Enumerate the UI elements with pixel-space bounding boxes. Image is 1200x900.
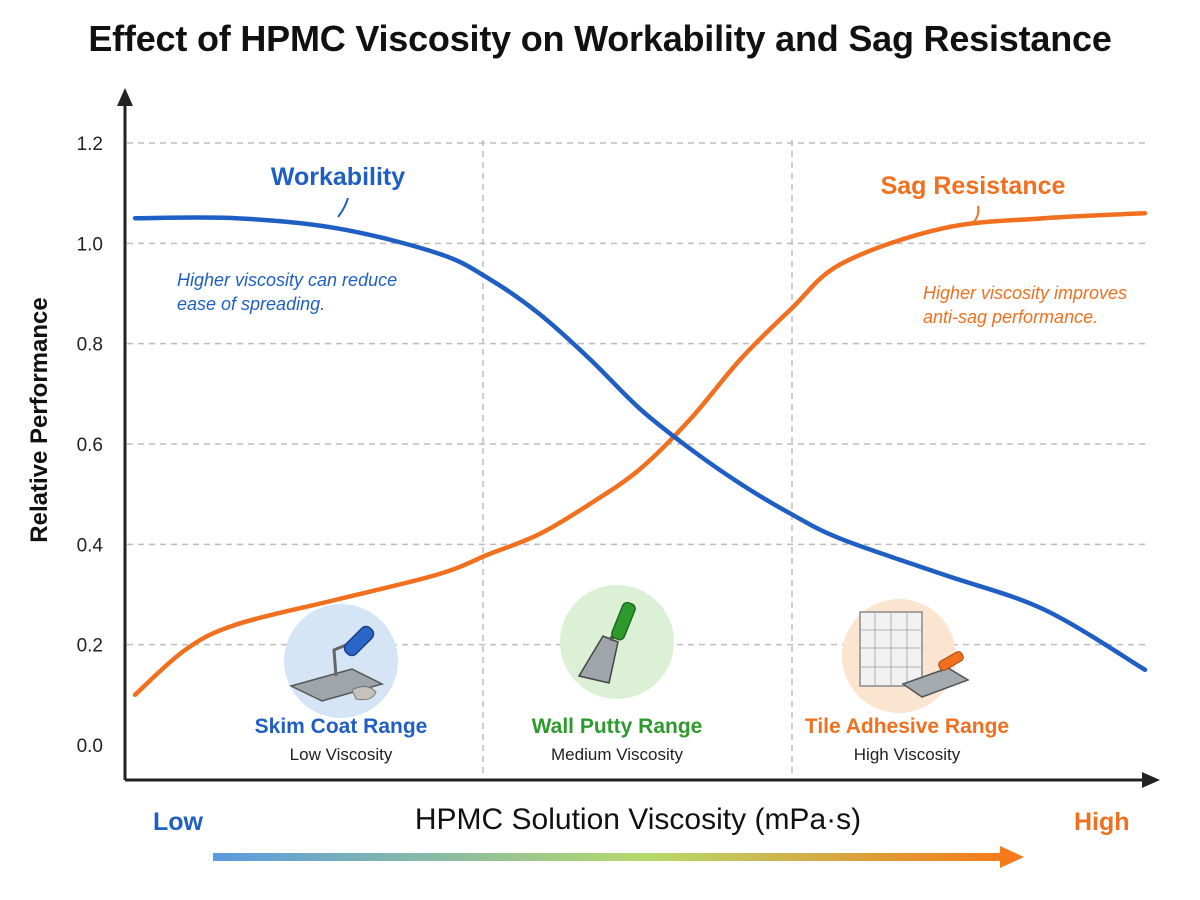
y-tick-label: 0.0 — [77, 736, 103, 757]
y-tick-label: 0.8 — [77, 335, 103, 356]
range-label-skim-coat: Skim Coat Range — [255, 715, 428, 738]
series-label-workability: Workability — [271, 163, 405, 191]
y-tick-label: 1.0 — [77, 234, 103, 255]
y-axis-arrow — [117, 88, 133, 106]
range-sublabel-tile-adhesive: High Viscosity — [854, 745, 961, 764]
putty-knife-icon — [560, 585, 674, 699]
series-label-sag-resistance: Sag Resistance — [881, 172, 1066, 200]
y-tick-label: 0.4 — [77, 535, 104, 556]
tile-notched-trowel-icon — [842, 599, 970, 713]
x-axis-high-label: High — [1074, 808, 1130, 836]
workability-callout: Higher viscosity can reduce ease of sprea… — [177, 270, 397, 314]
x-axis-arrow — [1142, 772, 1160, 788]
series-line-workability — [132, 215, 1148, 673]
sag-leader-line — [971, 205, 980, 225]
x-axis-label: HPMC Solution Viscosity (mPa·s) — [414, 803, 862, 836]
y-tick-label: 0.6 — [77, 435, 103, 456]
viscosity-gradient-arrow — [1000, 846, 1024, 868]
range-sublabel-wall-putty: Medium Viscosity — [551, 745, 683, 764]
y-tick-label: 1.2 — [77, 134, 103, 155]
range-sublabel-skim-coat: Low Viscosity — [290, 745, 393, 764]
viscosity-gradient-bar — [213, 853, 1005, 861]
range-label-wall-putty: Wall Putty Range — [532, 715, 703, 738]
chart-title: Effect of HPMC Viscosity on Workability … — [88, 18, 1112, 59]
y-ticks: 0.0 0.2 0.4 0.6 0.8 1.0 1.2 — [77, 134, 104, 757]
x-axis-low-label: Low — [153, 808, 203, 836]
grid — [127, 142, 1148, 646]
workability-leader-line — [337, 197, 349, 218]
sag-callout: Higher viscosity improves anti-sag perfor… — [923, 283, 1127, 327]
series-line-sag-resistance — [132, 210, 1148, 698]
trowel-icon — [284, 604, 398, 718]
range-label-tile-adhesive: Tile Adhesive Range — [805, 715, 1009, 738]
y-tick-label: 0.2 — [77, 636, 103, 657]
